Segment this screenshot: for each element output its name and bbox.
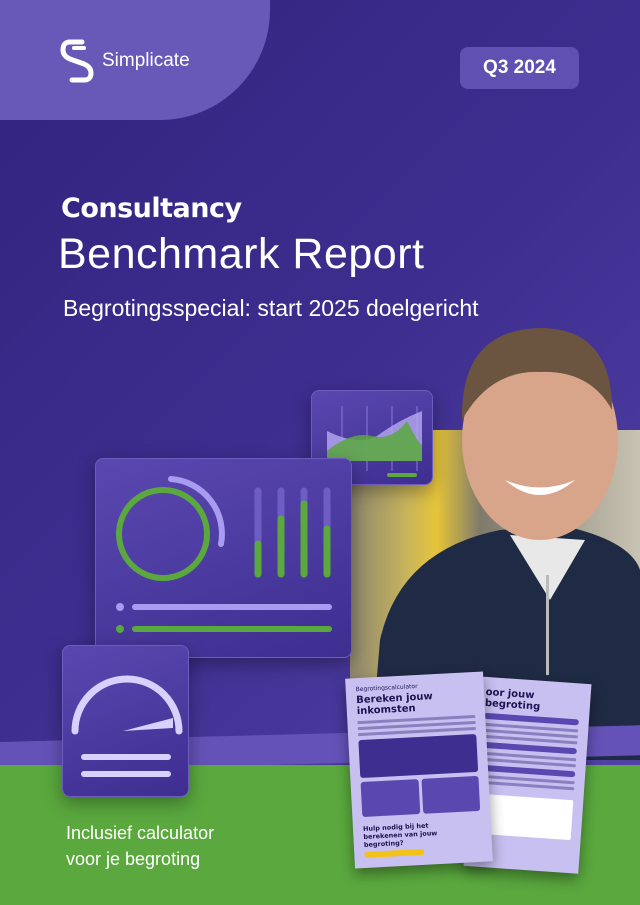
quarter-badge: Q3 2024 <box>460 47 579 89</box>
calculator-note: Inclusief calculator voor je begroting <box>66 820 214 872</box>
brand-name: Simplicate <box>102 50 190 71</box>
subtitle: Begrotingsspecial: start 2025 doelgerich… <box>63 295 479 321</box>
wave-chart-graphic <box>327 406 422 477</box>
dashboard-graphic <box>116 476 332 633</box>
left-page-heading: Bereken jouw inkomsten <box>355 691 434 718</box>
title-line-1: Consultancy <box>61 193 242 224</box>
right-page-heading: oor jouw begroting <box>484 686 541 713</box>
gauge-graphic <box>71 675 183 777</box>
simplicate-s-logo-icon <box>60 39 94 83</box>
preview-page-left: Begrotingscalculator Bereken jouw inkoms… <box>345 671 493 869</box>
calculator-note-line-1: Inclusief calculator <box>66 823 215 843</box>
title-line-2: Benchmark Report <box>58 230 425 278</box>
calculator-note-line-2: voor je begroting <box>66 849 201 869</box>
dashboard-card <box>95 458 352 658</box>
left-page-help: Hulp nodig bij het berekenen van jouw be… <box>362 821 438 849</box>
brand-logo: Simplicate <box>60 38 190 84</box>
wave-chart-card <box>311 390 433 485</box>
gauge-card <box>62 645 189 797</box>
